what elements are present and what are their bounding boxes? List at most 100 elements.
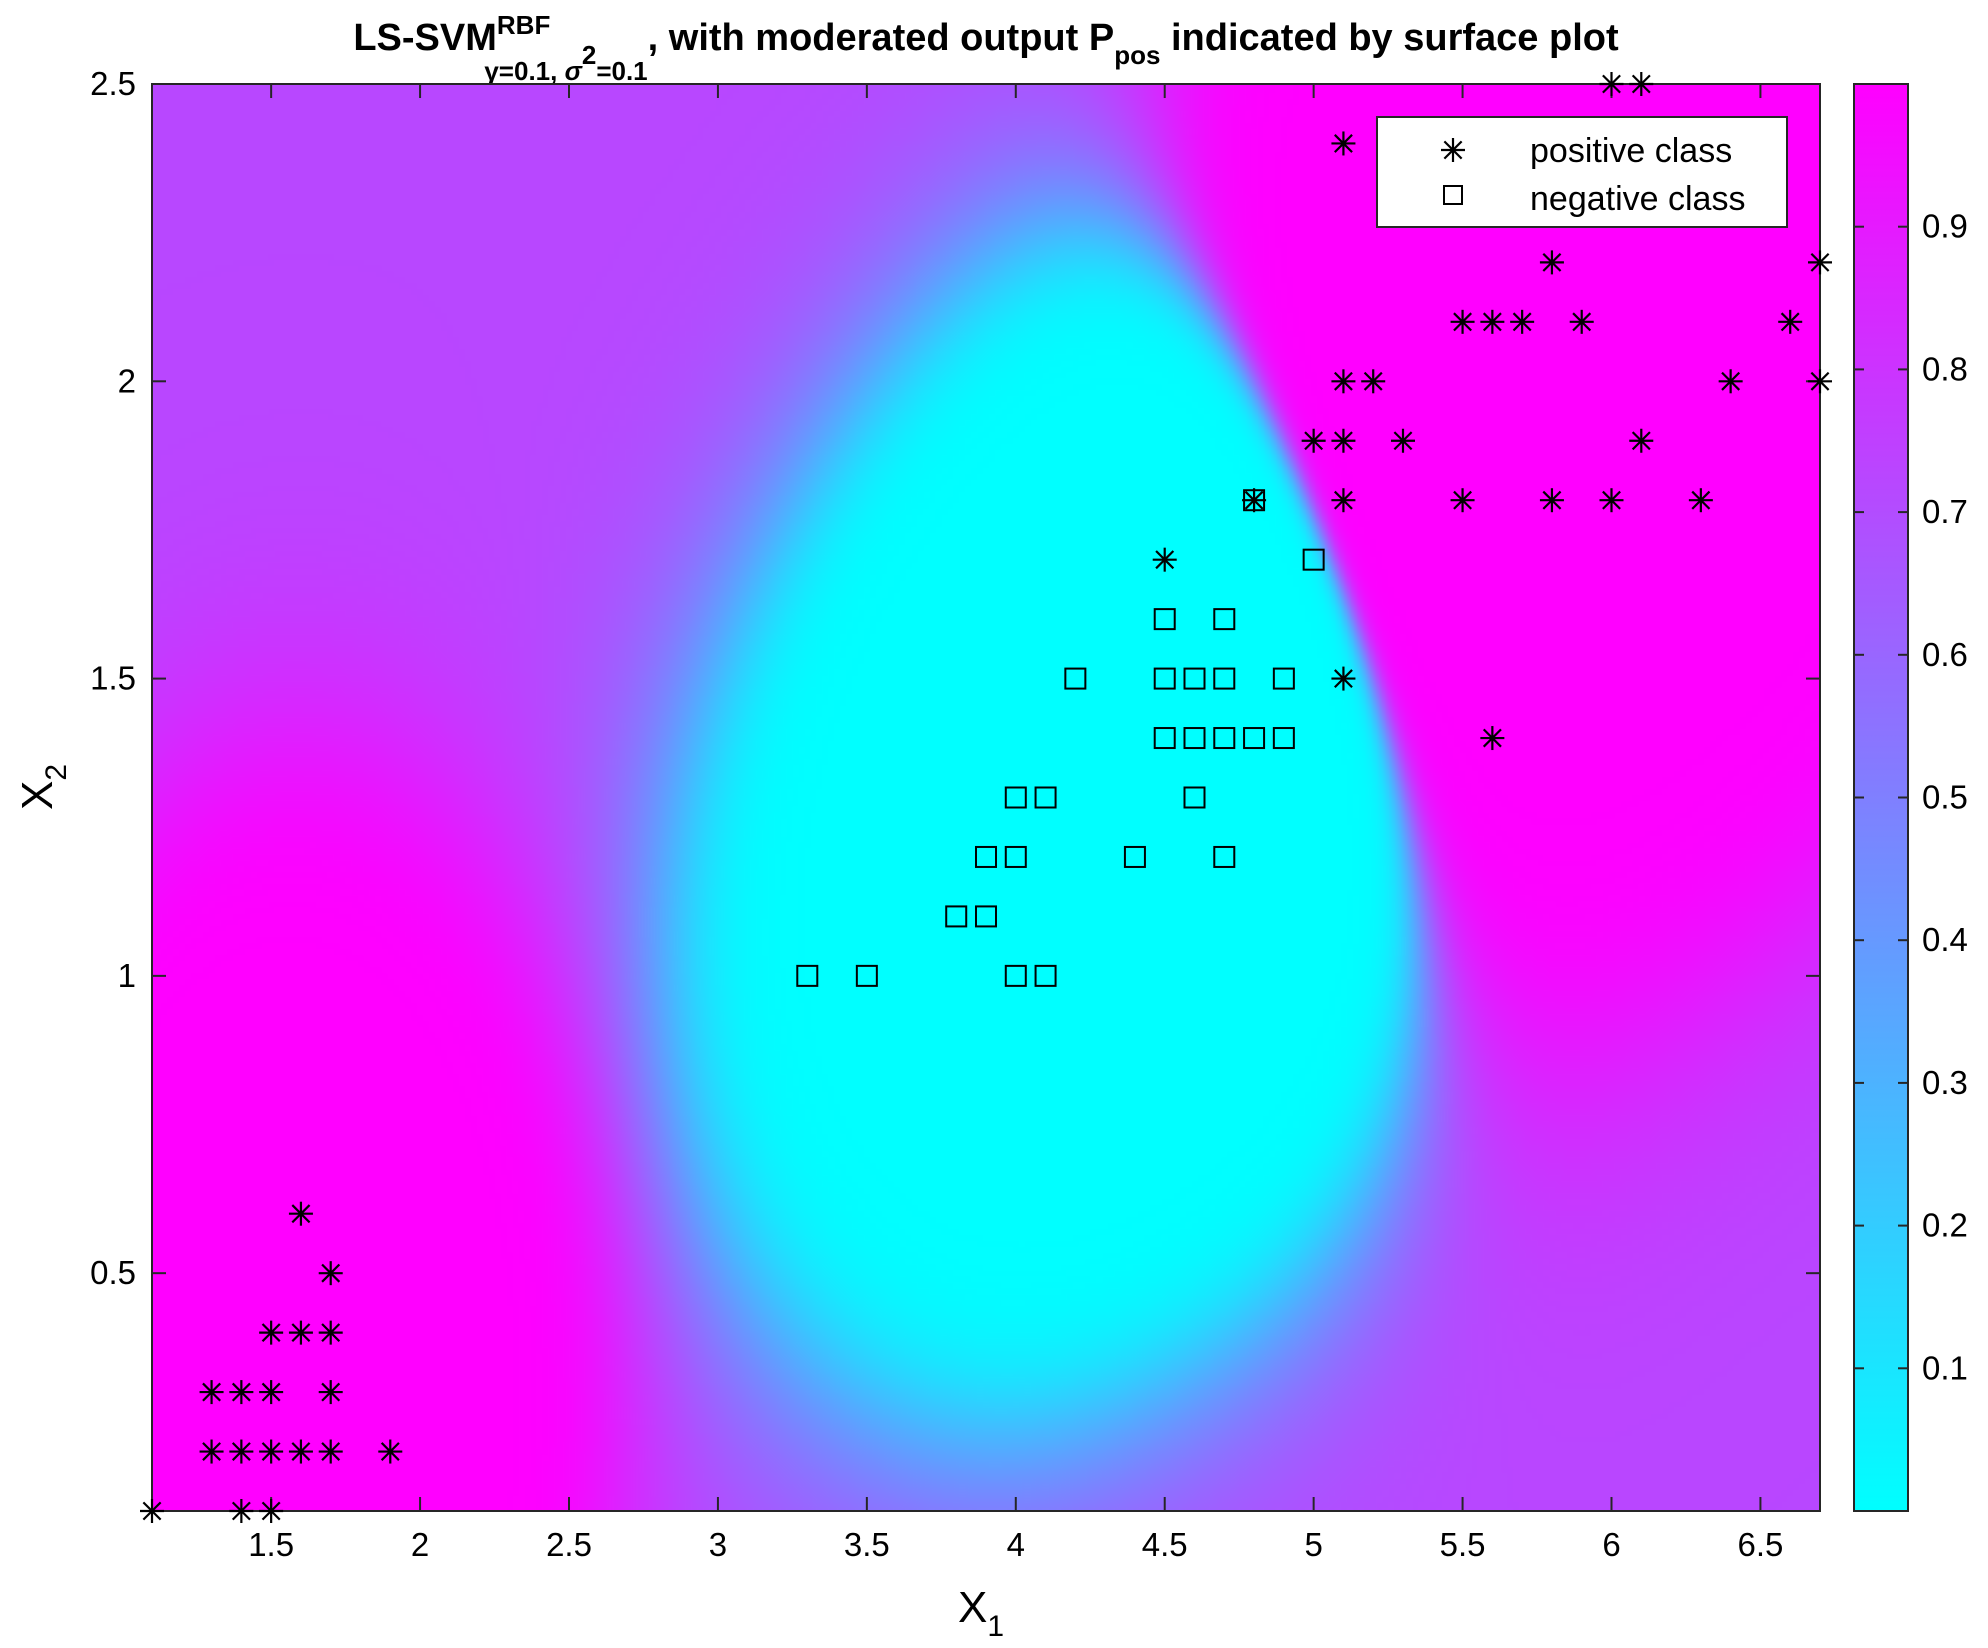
positive-class-point bbox=[1569, 309, 1594, 334]
positive-class-point bbox=[1599, 488, 1624, 513]
negative-class-point bbox=[1243, 727, 1266, 750]
positive-class-point bbox=[1361, 369, 1386, 394]
positive-class-point bbox=[1331, 428, 1356, 453]
positive-class-point bbox=[1599, 72, 1624, 96]
positive-class-point bbox=[1718, 369, 1743, 394]
y-tick-label: 0.5 bbox=[90, 1254, 136, 1291]
y-axis: 0.5 1 1.5 2 2.5 bbox=[90, 65, 1820, 1291]
x-tick-label: 4 bbox=[1007, 1526, 1025, 1563]
positive-class-point bbox=[1688, 488, 1713, 513]
colorbar-ticks: 0.1 0.2 0.3 0.4 0.5 0.6 0.7 0.8 0.9 bbox=[1854, 208, 1968, 1386]
negative-class-point bbox=[1183, 727, 1206, 750]
positive-class-point bbox=[288, 1320, 313, 1345]
positive-class-point bbox=[1242, 488, 1267, 513]
negative-class-point bbox=[1272, 727, 1295, 750]
y-tick-label: 2.5 bbox=[90, 65, 136, 102]
positive-class-point bbox=[1331, 369, 1356, 394]
positive-class-point bbox=[318, 1439, 343, 1464]
surface-plot bbox=[152, 84, 1820, 1511]
negative-class-point bbox=[1064, 667, 1087, 690]
positive-class-point bbox=[229, 1439, 254, 1464]
positive-class-point bbox=[1778, 309, 1803, 334]
x-tick-label: 6.5 bbox=[1737, 1526, 1783, 1563]
colorbar-tick-label: 0.9 bbox=[1922, 208, 1968, 245]
y-axis-label: X2 bbox=[13, 764, 73, 810]
negative-class-point bbox=[1302, 548, 1325, 571]
negative-class-point bbox=[855, 964, 878, 987]
positive-class-point bbox=[1539, 488, 1564, 513]
positive-class-point bbox=[1629, 428, 1654, 453]
negative-class-point bbox=[1004, 845, 1027, 868]
positive-class-point bbox=[378, 1439, 403, 1464]
plot-area bbox=[151, 83, 1821, 1512]
negative-class-point bbox=[1272, 667, 1295, 690]
positive-class-point bbox=[288, 1201, 313, 1226]
positive-class-point bbox=[318, 1380, 343, 1405]
x-tick-label: 1.5 bbox=[248, 1526, 294, 1563]
negative-class-point bbox=[1034, 786, 1057, 809]
legend-label-negative: negative class bbox=[1530, 180, 1745, 218]
negative-class-point bbox=[1004, 786, 1027, 809]
positive-class-point bbox=[229, 1499, 254, 1523]
legend: positive class negative class bbox=[1376, 116, 1788, 228]
legend-box bbox=[1376, 116, 1788, 228]
positive-class-point bbox=[288, 1439, 313, 1464]
positive-class-point bbox=[1808, 369, 1832, 394]
legend-label-positive: positive class bbox=[1530, 132, 1732, 170]
x-tick-label: 3.5 bbox=[844, 1526, 890, 1563]
negative-class-point bbox=[1153, 608, 1176, 631]
positive-class-point bbox=[1510, 309, 1535, 334]
legend-marker-asterisk bbox=[1441, 138, 1465, 162]
colorbar-tick-label: 0.5 bbox=[1922, 779, 1968, 816]
x-tick-label: 2 bbox=[411, 1526, 429, 1563]
positive-class-point bbox=[140, 1499, 164, 1523]
chart-title: LS-SVMRBF γ=0.1, σ2=0.1, with moderated o… bbox=[353, 10, 1619, 86]
colorbar-tick-label: 0.1 bbox=[1922, 1349, 1968, 1386]
positive-class-point bbox=[1539, 250, 1564, 275]
x-tick-label: 2.5 bbox=[546, 1526, 592, 1563]
negative-class-point bbox=[975, 905, 997, 928]
negative-class-point bbox=[1213, 845, 1236, 868]
positive-class-point bbox=[259, 1320, 284, 1345]
colorbar-tick-label: 0.3 bbox=[1922, 1064, 1968, 1101]
positive-class-point bbox=[1331, 666, 1356, 691]
colorbar-tick-label: 0.6 bbox=[1922, 636, 1968, 673]
negative-class-point bbox=[1183, 786, 1206, 809]
y-tick-label: 1.5 bbox=[90, 660, 136, 697]
positive-class-point bbox=[199, 1380, 224, 1405]
positive-class-point bbox=[1331, 488, 1356, 513]
negative-class-point bbox=[796, 964, 819, 987]
positive-class-point bbox=[1629, 72, 1654, 96]
legend-asterisk-shape bbox=[1441, 138, 1465, 162]
positive-class-point bbox=[259, 1380, 284, 1405]
positive-class-point bbox=[1450, 488, 1475, 513]
x-tick-label: 3 bbox=[709, 1526, 727, 1563]
negative-class-point bbox=[1213, 727, 1236, 750]
positive-class-point bbox=[318, 1320, 343, 1345]
y-tick-label: 1 bbox=[118, 957, 136, 994]
positive-class-point bbox=[199, 1439, 224, 1464]
colorbar-tick-label: 0.8 bbox=[1922, 350, 1968, 387]
positive-class-point bbox=[259, 1439, 284, 1464]
negative-class-point bbox=[1183, 667, 1206, 690]
negative-class-point bbox=[945, 905, 968, 928]
positive-class-point bbox=[1808, 250, 1832, 275]
colorbar-tick-label: 0.7 bbox=[1922, 493, 1968, 530]
negative-class-point bbox=[1213, 667, 1236, 690]
positive-class-point bbox=[229, 1380, 254, 1405]
positive-class-point bbox=[1152, 547, 1177, 572]
x-tick-label: 6 bbox=[1602, 1526, 1620, 1563]
x-tick-label: 5 bbox=[1304, 1526, 1322, 1563]
colorbar-tick-label: 0.4 bbox=[1922, 921, 1968, 958]
x-axis: 1.5 2 2.5 3 3.5 4 4.5 5 5.5 6 6.5 bbox=[248, 84, 1783, 1563]
negative-class-point bbox=[1153, 727, 1176, 750]
positive-class-point bbox=[1331, 131, 1356, 156]
negative-class-point bbox=[975, 845, 997, 868]
negative-class-point bbox=[1034, 964, 1057, 987]
positive-class-point bbox=[1391, 428, 1415, 453]
negative-class-point bbox=[1004, 964, 1027, 987]
negative-class-point bbox=[1213, 608, 1236, 631]
positive-class-point bbox=[1480, 726, 1505, 751]
x-axis-label: X1 bbox=[958, 1583, 1004, 1643]
